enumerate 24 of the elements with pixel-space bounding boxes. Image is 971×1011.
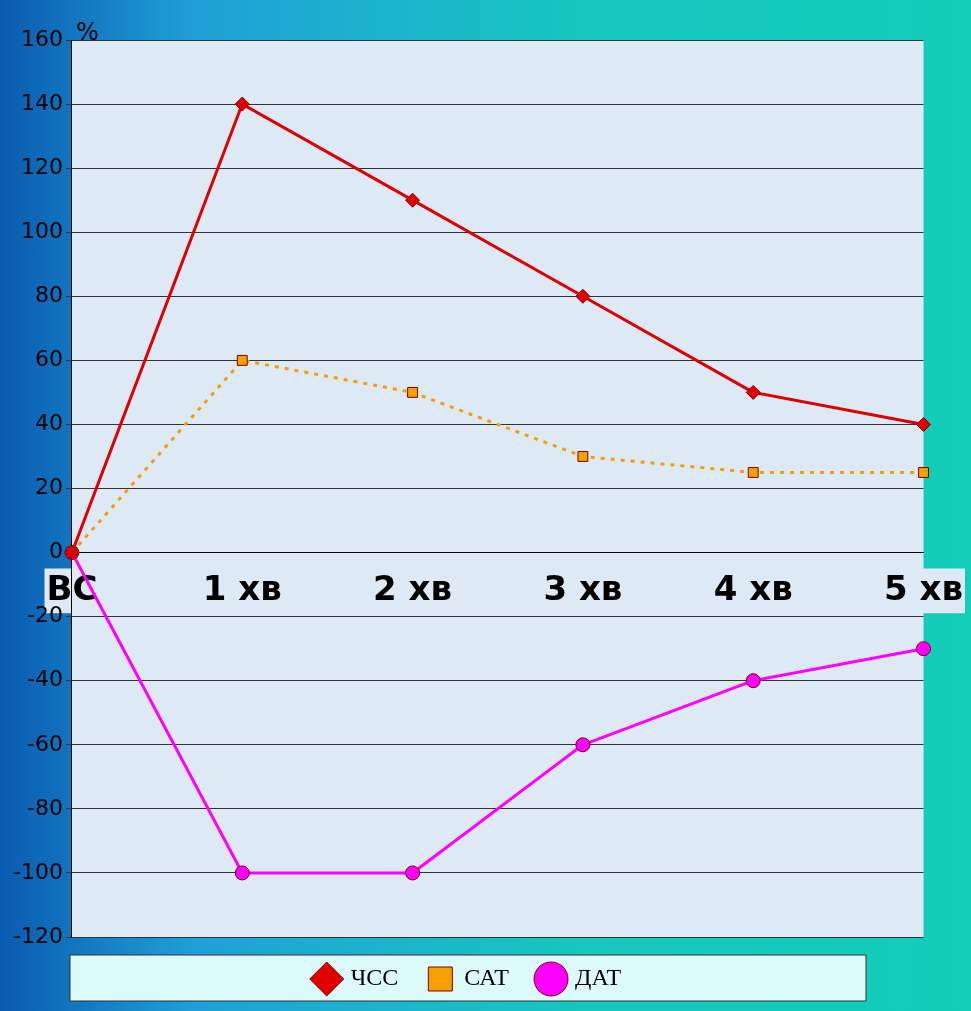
y-tick-label: 160	[20, 25, 63, 51]
y-tick-label: -60	[26, 730, 63, 756]
y-tick-label: 120	[20, 153, 63, 179]
y-tick-label: -20	[26, 602, 63, 628]
y-axis-title: %	[75, 18, 99, 47]
y-tick-label: -80	[26, 794, 63, 820]
legend-label: ЧСС	[350, 964, 399, 991]
y-tick-label: 80	[34, 282, 63, 307]
x-tick-label: 1 хв	[202, 567, 282, 608]
legend-label: ДАТ	[575, 964, 622, 991]
y-tick-label: 0	[48, 538, 63, 564]
x-tick-label: 4 хв	[713, 567, 793, 608]
y-tick-label: 20	[34, 474, 63, 500]
x-tick-label: 2 хв	[373, 567, 453, 608]
x-tick-label: 3 хв	[543, 567, 623, 608]
y-tick-label: -40	[26, 666, 63, 692]
x-tick-label: 5 хв	[884, 567, 964, 608]
y-tick-label: 100	[20, 217, 63, 243]
y-tick-label: -100	[12, 858, 63, 884]
y-tick-label: 60	[34, 346, 63, 372]
y-tick-label: -120	[12, 922, 63, 948]
y-tick-label: 140	[20, 89, 63, 115]
y-tick-label: 40	[34, 410, 63, 436]
legend-label: САТ	[464, 964, 510, 991]
